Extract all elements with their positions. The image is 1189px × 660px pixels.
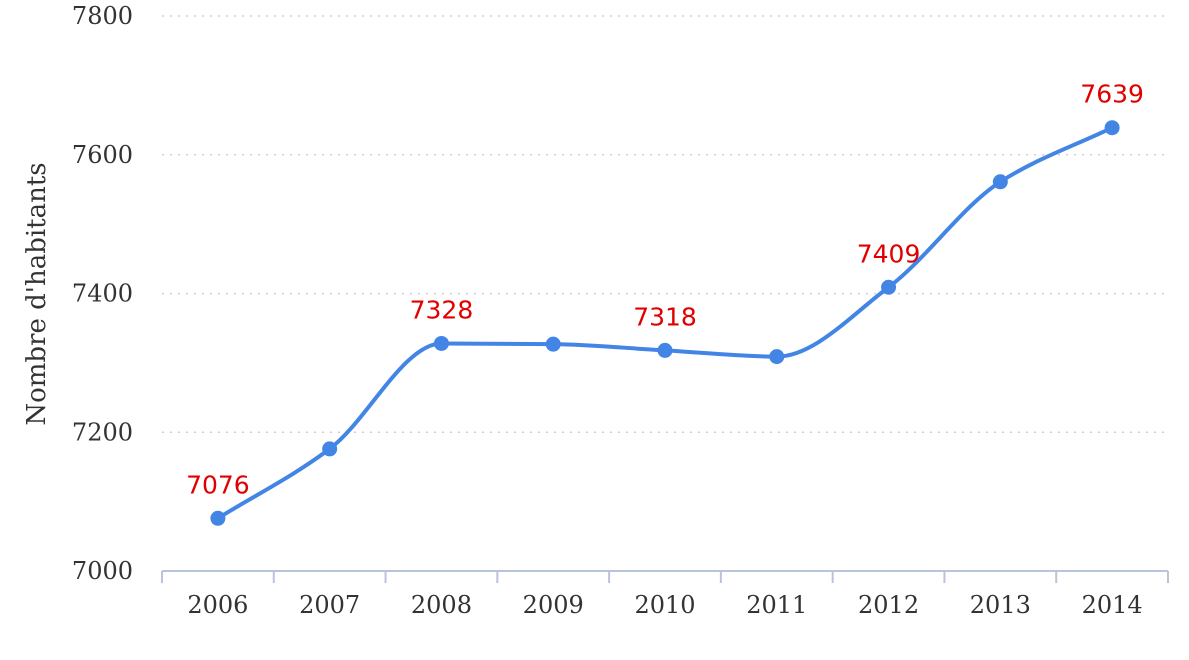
x-tick-label: 2009 [523,591,584,619]
data-point-2014 [1104,120,1120,136]
x-tick-label: 2006 [187,591,248,619]
y-tick-label: 7800 [72,2,133,30]
data-labels: 7076 7328 7318 7409 7639 [186,80,1144,500]
y-tick-label: 7200 [72,418,133,446]
data-label-2012: 7409 [857,239,921,268]
y-tick-label: 7000 [72,557,133,585]
y-axis-title: Nombre d'habitants [22,162,52,425]
data-point-2008 [433,335,449,351]
y-tick-label: 7600 [72,141,133,169]
y-tick-label: 7400 [72,280,133,308]
data-point-2006 [210,510,226,526]
data-point-2010 [657,342,673,358]
x-tick-label: 2007 [299,591,360,619]
data-points [210,120,1120,526]
data-point-2013 [992,174,1008,190]
data-label-2010: 7318 [633,302,697,331]
x-tick-label: 2011 [746,591,807,619]
data-label-2006: 7076 [186,470,250,499]
x-axis: 2006 2007 2008 2009 2010 2011 2012 2013 2014 [161,570,1169,619]
data-point-2009 [545,336,561,352]
y-axis-ticks: 7000 7200 7400 7600 7800 [72,2,133,585]
data-label-2008: 7328 [410,295,474,324]
x-tick-label: 2014 [1082,591,1143,619]
data-label-2014: 7639 [1080,80,1144,109]
x-tick-label: 2010 [634,591,695,619]
gridlines [162,15,1168,433]
data-point-2007 [322,441,338,457]
data-point-2012 [881,279,897,295]
data-point-2011 [769,349,785,365]
x-tick-label: 2012 [858,591,919,619]
x-tick-label: 2013 [970,591,1031,619]
x-tick-label: 2008 [411,591,472,619]
